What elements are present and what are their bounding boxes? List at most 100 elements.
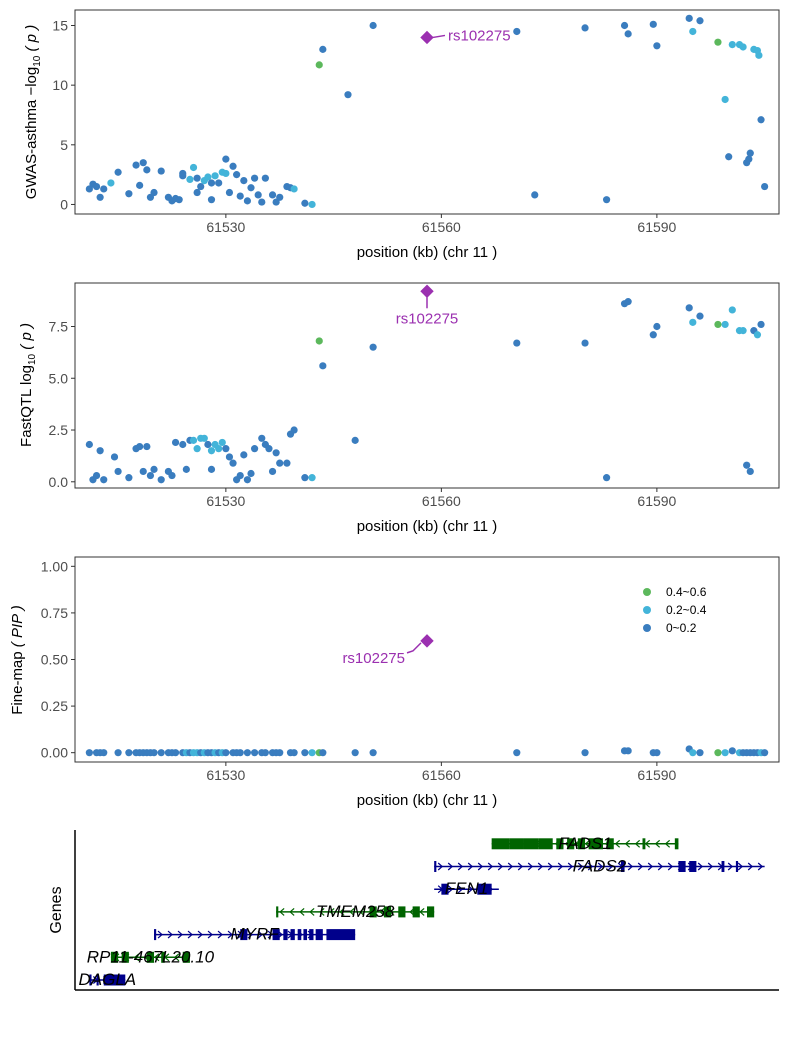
data-point bbox=[272, 449, 280, 457]
data-point bbox=[100, 476, 108, 484]
strand-arrow bbox=[644, 839, 651, 848]
exon bbox=[89, 974, 92, 986]
data-point bbox=[179, 440, 187, 449]
lead-snp-label: rs102275 bbox=[396, 310, 459, 327]
exon bbox=[383, 906, 392, 918]
data-point bbox=[689, 749, 697, 757]
data-point bbox=[114, 467, 122, 476]
gene-label: FADS1 bbox=[558, 834, 612, 853]
data-point bbox=[222, 749, 230, 757]
x-tick-label: 61560 bbox=[422, 219, 461, 235]
data-point bbox=[250, 445, 259, 453]
exon bbox=[240, 929, 248, 941]
data-point bbox=[725, 153, 733, 161]
y-tick-label: 10 bbox=[52, 77, 68, 93]
data-point bbox=[171, 749, 180, 757]
gene-label: DAGLA bbox=[79, 970, 137, 989]
strand-arrow bbox=[217, 930, 223, 939]
data-point bbox=[624, 298, 632, 306]
data-point bbox=[100, 749, 108, 757]
data-point bbox=[240, 451, 248, 459]
data-point bbox=[193, 445, 201, 453]
exon bbox=[434, 861, 437, 872]
strand-arrow bbox=[654, 839, 661, 848]
data-point bbox=[743, 461, 751, 469]
data-point bbox=[319, 45, 327, 53]
x-tick-label: 61560 bbox=[422, 767, 461, 783]
strand-arrow bbox=[134, 953, 140, 962]
strand-arrow bbox=[197, 930, 203, 939]
strand-arrow bbox=[584, 839, 591, 848]
data-point bbox=[229, 459, 237, 467]
gene-fads1: FADS1 bbox=[491, 834, 679, 853]
data-point bbox=[315, 61, 323, 69]
exon bbox=[491, 838, 510, 850]
data-point bbox=[236, 471, 244, 480]
exon bbox=[674, 838, 679, 850]
y-tick-label: 15 bbox=[52, 18, 68, 34]
strand-arrow bbox=[457, 885, 464, 894]
data-point bbox=[265, 445, 273, 453]
data-point bbox=[186, 175, 194, 184]
data-point bbox=[114, 168, 122, 176]
strand-arrow bbox=[727, 862, 734, 871]
data-point bbox=[290, 185, 298, 193]
data-point bbox=[193, 174, 201, 182]
data-point bbox=[602, 196, 611, 204]
gene-fen1: FEN1 bbox=[434, 879, 499, 898]
exon bbox=[606, 838, 614, 850]
strand-arrow bbox=[207, 930, 213, 939]
data-point bbox=[139, 467, 147, 476]
strand-arrow bbox=[487, 862, 494, 871]
x-tick-label: 61590 bbox=[637, 219, 676, 235]
data-point bbox=[513, 339, 521, 347]
x-tick-label: 61530 bbox=[206, 493, 245, 509]
gene-dagla: DAGLA bbox=[79, 970, 137, 989]
strand-arrow bbox=[647, 862, 654, 871]
gene-fads2: FADS2 bbox=[434, 857, 765, 876]
data-point bbox=[261, 749, 269, 757]
data-point bbox=[207, 447, 216, 455]
exon bbox=[121, 951, 129, 963]
data-point bbox=[143, 442, 151, 451]
strand-arrow bbox=[747, 862, 754, 871]
data-point bbox=[157, 749, 165, 757]
fastqtl-panel: 61530 61560 61590 0.0 2.5 5.0 7.5 position (kb)… bbox=[18, 282, 780, 535]
data-point bbox=[125, 474, 133, 482]
lead-snp-marker bbox=[420, 284, 434, 298]
data-point bbox=[136, 181, 144, 189]
data-point bbox=[308, 749, 316, 757]
y-axis-label-subscript: 10 bbox=[27, 353, 38, 365]
data-point bbox=[746, 149, 754, 157]
exon bbox=[272, 929, 280, 941]
data-point bbox=[150, 188, 158, 197]
strand-arrow bbox=[567, 862, 574, 871]
exon bbox=[427, 906, 435, 918]
exon bbox=[309, 929, 314, 941]
exon bbox=[642, 838, 646, 850]
data-point bbox=[351, 749, 359, 757]
data-point bbox=[197, 182, 205, 191]
data-point bbox=[222, 445, 230, 453]
strand-arrow bbox=[624, 839, 631, 848]
y-axis-label-main: GWAS-asthma −log bbox=[23, 67, 40, 199]
exon bbox=[538, 838, 553, 850]
exon bbox=[509, 838, 524, 850]
data-point bbox=[207, 465, 216, 473]
data-point bbox=[745, 155, 753, 163]
data-point bbox=[308, 200, 316, 209]
data-point bbox=[761, 182, 769, 191]
strand-arrow bbox=[657, 862, 664, 871]
data-point bbox=[175, 196, 183, 204]
strand-arrow bbox=[247, 930, 253, 939]
strand-arrow bbox=[467, 885, 474, 894]
data-point bbox=[369, 749, 377, 757]
y-axis-label-tail: ( p ) bbox=[23, 25, 40, 52]
data-point bbox=[721, 95, 729, 104]
data-point bbox=[739, 327, 747, 335]
data-point bbox=[182, 465, 190, 473]
data-point bbox=[92, 471, 101, 480]
data-point bbox=[193, 188, 201, 197]
data-point bbox=[620, 21, 629, 30]
